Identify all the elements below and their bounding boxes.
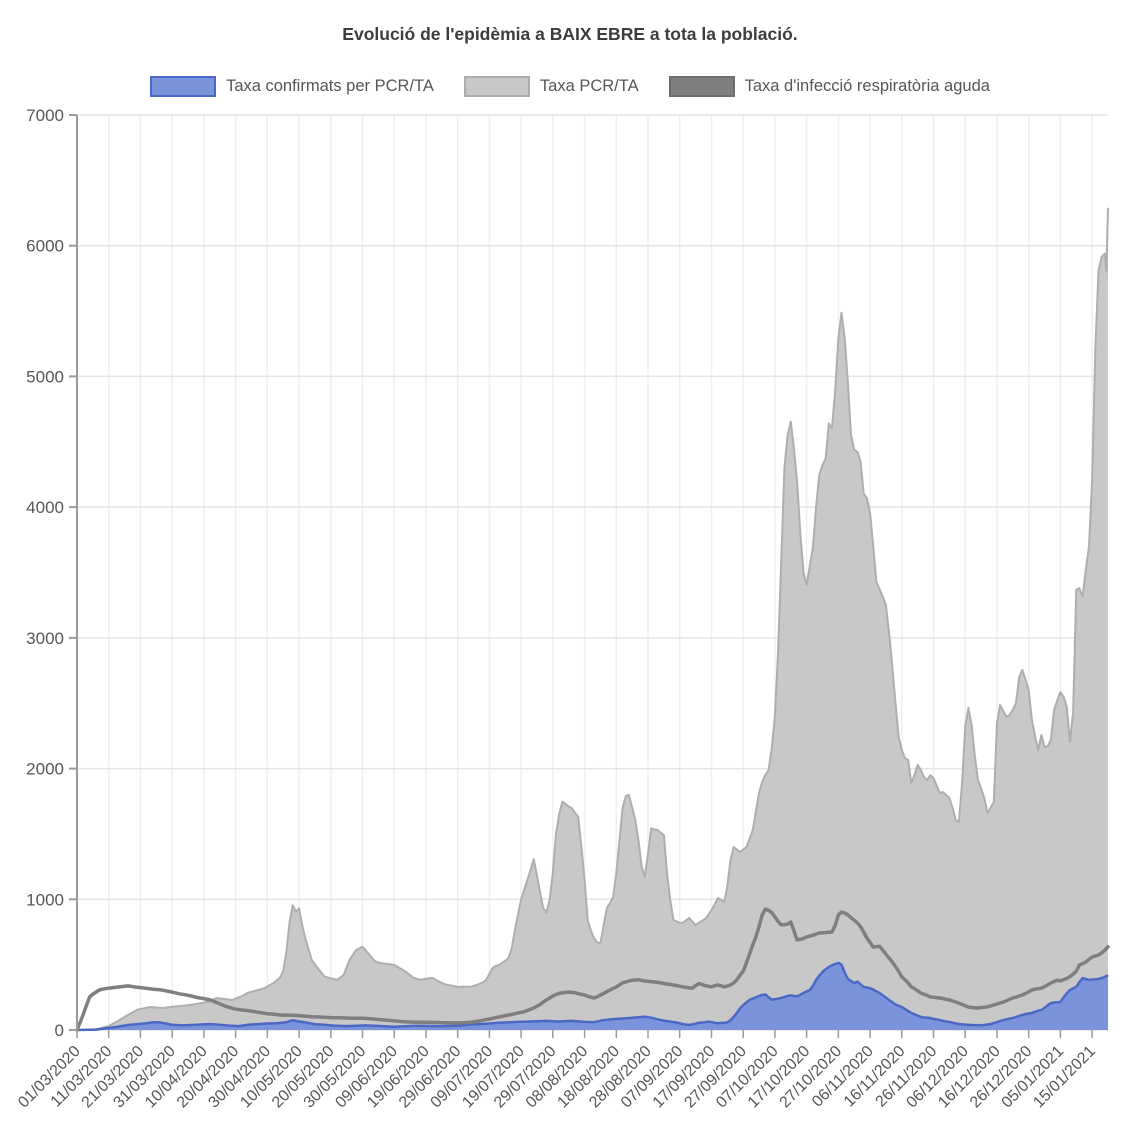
y-axis-tick-label: 1000 — [26, 890, 64, 909]
legend-item-taxa-ira[interactable]: Taxa d'infecció respiratòria aguda — [668, 76, 990, 97]
legend-label-taxa-confirmats: Taxa confirmats per PCR/TA — [226, 77, 434, 95]
legend-swatch-taxa-pcr-ta-icon — [463, 76, 530, 97]
y-axis-tick-label: 2000 — [26, 760, 64, 779]
y-axis-tick-label: 7000 — [26, 106, 64, 125]
line-taxa-infeccio-respiratoria — [75, 907, 1110, 1032]
legend-item-taxa-confirmats[interactable]: Taxa confirmats per PCR/TA — [150, 76, 434, 97]
y-axis-tick-label: 5000 — [26, 367, 64, 386]
chart-title: Evolució de l'epidèmia a BAIX EBRE a tot… — [342, 24, 798, 44]
area-taxa-pcr-ta-border — [76, 207, 1109, 1031]
y-axis-tick-label: 0 — [55, 1021, 64, 1040]
area-taxa-pcr-ta — [77, 207, 1108, 1031]
area-taxa-confirmats-border — [76, 961, 1109, 1032]
y-axis-tick-label: 4000 — [26, 498, 64, 517]
legend-label-taxa-ira: Taxa d'infecció respiratòria aguda — [744, 77, 990, 95]
legend-item-taxa-pcr-ta[interactable]: Taxa PCR/TA — [463, 76, 639, 97]
legend-swatch-taxa-ira-icon — [668, 76, 735, 97]
legend-swatch-taxa-confirmats-icon — [150, 76, 217, 97]
y-axis-tick-label: 3000 — [26, 629, 64, 648]
legend-label-taxa-pcr-ta: Taxa PCR/TA — [539, 77, 639, 95]
y-axis-tick-label: 6000 — [26, 237, 64, 256]
area-taxa-confirmats — [77, 962, 1108, 1030]
legend: Taxa confirmats per PCR/TA Taxa PCR/TA T… — [0, 76, 1140, 97]
